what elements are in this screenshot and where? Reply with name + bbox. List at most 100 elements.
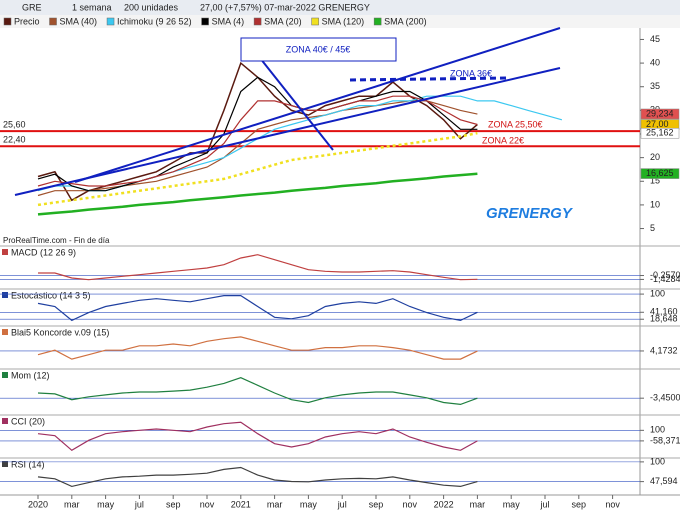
annotation: ZONA 40€ / 45€: [286, 44, 351, 54]
legend-label: SMA (40): [60, 16, 98, 26]
y-tick-label: -1,4284: [650, 274, 680, 284]
panel-title-box: [2, 418, 8, 424]
y-tick-label: -58,371: [650, 435, 680, 445]
panel-title-box: [2, 249, 8, 255]
level-label: 25,60: [3, 120, 26, 130]
annotation: ZONA 22€: [482, 135, 524, 145]
x-tick-label: jul: [134, 499, 144, 509]
value-tag-label: 27,00: [646, 119, 669, 129]
panel-title: Estocástico (14 3 5): [11, 290, 91, 300]
x-tick-label: nov: [605, 499, 620, 509]
panel-title: MACD (12 26 9): [11, 247, 76, 257]
legend-swatch: [106, 17, 115, 26]
series-line: [37, 95, 478, 187]
annotation: GRENERGY: [486, 205, 574, 222]
trend-line: [259, 57, 334, 151]
series-line: [38, 254, 478, 281]
x-tick-label: jul: [539, 499, 549, 509]
y-tick-label: 100: [650, 288, 665, 298]
legend-label: SMA (120): [322, 16, 365, 26]
y-tick-label: 20: [650, 152, 660, 162]
value-tag-label: 16,625: [646, 168, 674, 178]
value-tag: [640, 127, 680, 139]
x-tick-label: nov: [200, 499, 215, 509]
panel-title-box: [2, 461, 8, 467]
x-tick-label: jul: [337, 499, 347, 509]
x-tick-label: mar: [64, 499, 80, 509]
y-tick-label: 45: [650, 34, 660, 44]
y-tick-label: 100: [650, 456, 665, 466]
legend-swatch: [3, 17, 12, 26]
x-tick-label: nov: [403, 499, 418, 509]
symbol[interactable]: GRE: [22, 2, 42, 12]
series-line: [37, 172, 478, 216]
x-tick-label: 2021: [231, 499, 251, 509]
series-line: [37, 295, 478, 322]
panel-title: Mom (12): [11, 370, 50, 380]
x-tick-label: sep: [166, 499, 181, 509]
series-line: [37, 466, 478, 488]
value-tag: [640, 108, 680, 120]
value-tag-label: 29,234: [646, 108, 674, 118]
y-tick-label: 47,594: [650, 476, 678, 486]
trend-line: [74, 27, 561, 183]
series-line: [37, 421, 478, 452]
legend-swatch: [373, 17, 382, 26]
y-tick-label: 18,648: [650, 314, 678, 324]
legend-label: Ichimoku (9 26 52): [117, 16, 192, 26]
units[interactable]: 200 unidades: [124, 2, 179, 12]
zone-box: [240, 37, 397, 62]
legend-label: Precio: [14, 16, 40, 26]
x-tick-label: sep: [572, 499, 587, 509]
x-tick-label: sep: [369, 499, 384, 509]
legend-bar: [0, 15, 680, 28]
legend-swatch: [201, 17, 209, 26]
panel-title-box: [2, 372, 8, 378]
source: ProRealTime.com - Fin de día: [3, 236, 110, 245]
panel-title: CCI (20): [11, 416, 45, 426]
panel-title-box: [2, 292, 8, 298]
series-line: [37, 377, 478, 406]
y-tick-label: 100: [650, 425, 665, 435]
legend-label: SMA (200): [384, 16, 427, 26]
series-line: [37, 76, 478, 192]
value-tag-label: 25,162: [646, 128, 674, 138]
trend-line: [14, 67, 561, 196]
legend-swatch: [311, 17, 319, 26]
quote: 27,00 (+7,57%) 07-mar-2022 GRENERGY: [200, 2, 370, 12]
x-tick-label: mar: [470, 499, 486, 509]
series-line: [37, 131, 478, 207]
value-tag: [640, 168, 680, 179]
series-line: [37, 100, 478, 197]
y-tick-label: 4,1732: [650, 345, 678, 355]
x-tick-label: may: [503, 499, 521, 509]
level-label: 22,40: [3, 135, 26, 145]
x-tick-label: 2022: [434, 499, 454, 509]
y-tick-label: 40: [650, 57, 660, 67]
panel-title-box: [2, 329, 8, 335]
panel-title: RSI (14): [11, 459, 45, 469]
y-tick-label: 15: [650, 176, 660, 186]
legend-label: SMA (4): [212, 16, 245, 26]
panel-title: Blai5 Koncorde v.09 (15): [11, 327, 109, 337]
y-tick-label: 35: [650, 81, 660, 91]
y-tick-label: -3,4500: [650, 393, 680, 403]
y-tick-label: 5: [650, 223, 655, 233]
x-tick-label: mar: [267, 499, 283, 509]
y-tick-label: 10: [650, 199, 660, 209]
zone-line: [349, 76, 511, 82]
annotation: ZONA 36€: [450, 68, 492, 78]
x-tick-label: may: [97, 499, 115, 509]
annotations: ZONA 40€ / 45€ ZONA 36€ ZONA 25,50€ ZONA…: [3, 27, 574, 245]
period[interactable]: 1 semana: [72, 2, 112, 12]
y-tick-label: -0,2570: [650, 270, 680, 280]
x-tick-label: 2020: [28, 499, 48, 509]
toolbar: [0, 0, 680, 15]
y-tick-label: 41,160: [650, 307, 678, 317]
series-line: [37, 336, 478, 360]
legend-swatch: [253, 17, 262, 26]
legend-label: SMA (20): [264, 16, 302, 26]
annotation: ZONA 25,50€: [488, 119, 543, 129]
legend-swatch: [49, 17, 57, 26]
